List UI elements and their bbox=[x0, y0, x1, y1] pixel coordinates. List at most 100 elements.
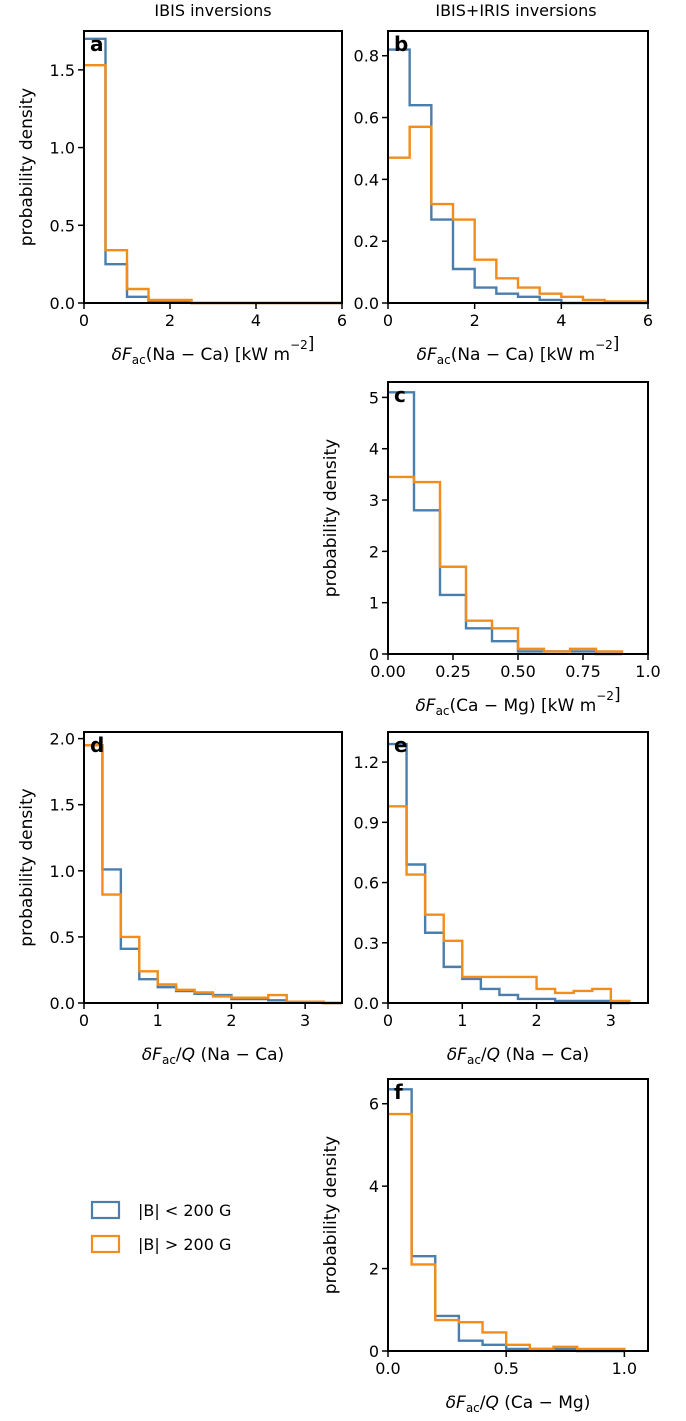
axes-frame-b bbox=[387, 30, 649, 304]
y-tick-label-d: 0.5 bbox=[50, 928, 75, 947]
y-tick-label-c: 5 bbox=[369, 388, 379, 407]
y-tick-label-c: 4 bbox=[369, 440, 379, 459]
column-title-ibis: IBIS inversions bbox=[154, 1, 271, 20]
x-tick-label-b: 2 bbox=[470, 311, 480, 330]
y-tick-label-e: 0.0 bbox=[354, 994, 379, 1013]
panel-e: 0 1 2 3 0.0 0.3 0.6 0.9 1.2 e δFac/Q (Na − Ca) bbox=[354, 731, 649, 1067]
panel-letter-c: c bbox=[394, 383, 406, 407]
panel-letter-b: b bbox=[394, 32, 408, 56]
x-tick-label-d: 3 bbox=[300, 1011, 310, 1030]
histogram-low-b bbox=[388, 48, 648, 305]
y-tick-label-b: 0.2 bbox=[354, 232, 379, 251]
axes-frame-c bbox=[387, 381, 649, 655]
x-axis-label-c: δFac(Ca − Mg) [kW m−2] bbox=[415, 685, 620, 718]
x-tick-label-a: 2 bbox=[165, 311, 175, 330]
y-tick-label-a: 0.5 bbox=[50, 216, 75, 235]
panels: 0 2 4 6 0.0 0.5 1.0 1.5 a δFac(Na − Ca) [kW m−2] p… bbox=[17, 30, 661, 1415]
panel-c: 0.00 0.25 0.50 0.75 1.0 0 1 2 3 4 5 c δFac(Ca − Mg) … bbox=[321, 381, 661, 718]
x-tick-label-e: 0 bbox=[383, 1011, 393, 1030]
panel-d: 0 1 2 3 0.0 0.5 1.0 1.5 2.0 d δFac/Q (Na − Ca) prob… bbox=[17, 730, 343, 1067]
x-tick-label-e: 3 bbox=[606, 1011, 616, 1030]
histogram-high-b bbox=[388, 125, 650, 303]
histogram-low-f bbox=[388, 1088, 625, 1353]
x-tick-label-c: 0.25 bbox=[435, 662, 471, 681]
panel-b: 0 2 4 6 0.0 0.2 0.4 0.6 0.8 b δFac(Na − Ca) [kW m−… bbox=[354, 30, 653, 367]
x-axis-label-d: δFac/Q (Na − Ca) bbox=[142, 1045, 284, 1067]
y-tick-label-c: 3 bbox=[369, 491, 379, 510]
panel-f: 0.0 0.5 1.0 0 2 4 6f δFac/Q (Ca − Mg) probabilit… bbox=[321, 1078, 649, 1415]
histogram-high-f bbox=[388, 1112, 626, 1351]
y-tick-label-e: 1.2 bbox=[354, 753, 379, 772]
y-tick-label-c: 0 bbox=[369, 645, 379, 664]
x-tick-label-c: 1.0 bbox=[635, 662, 660, 681]
y-tick-label-e: 0.6 bbox=[354, 874, 379, 893]
y-axis-label-f: probability density bbox=[321, 1136, 341, 1294]
panel-letter-a: a bbox=[90, 32, 104, 56]
panel-letter-f: f bbox=[394, 1080, 403, 1104]
x-tick-label-d: 2 bbox=[226, 1011, 236, 1030]
x-tick-label-b: 6 bbox=[643, 311, 653, 330]
x-tick-label-e: 2 bbox=[531, 1011, 541, 1030]
axes-frame-a bbox=[83, 30, 343, 304]
axes-frame-d bbox=[83, 731, 343, 1004]
histogram-high-d bbox=[84, 744, 342, 1005]
x-tick-label-a: 4 bbox=[251, 311, 261, 330]
y-tick-label-b: 0.4 bbox=[354, 170, 379, 189]
histogram-high-c bbox=[388, 475, 624, 654]
x-axis-label-f: δFac/Q (Ca − Mg) bbox=[446, 1393, 591, 1415]
y-tick-label-b: 0.6 bbox=[354, 109, 379, 128]
y-tick-label-b: 0.0 bbox=[354, 294, 379, 313]
x-tick-label-a: 0 bbox=[79, 311, 89, 330]
panel-a: 0 2 4 6 0.0 0.5 1.0 1.5 a δFac(Na − Ca) [kW m−2] p… bbox=[17, 30, 347, 367]
legend-label-low: |B| < 200 G bbox=[138, 1201, 231, 1220]
axes-frame-e bbox=[387, 731, 649, 1004]
y-tick-label-b: 0.8 bbox=[354, 47, 379, 66]
x-tick-label-c: 0.00 bbox=[370, 662, 406, 681]
y-tick-label-a: 1.0 bbox=[50, 139, 75, 158]
y-axis-label-a: probability density bbox=[17, 88, 37, 246]
histogram-high-e bbox=[388, 805, 631, 1003]
panel-letter-e: e bbox=[394, 733, 408, 757]
x-tick-label-f: 0.0 bbox=[375, 1359, 400, 1378]
x-tick-label-b: 4 bbox=[556, 311, 566, 330]
histogram-high-a bbox=[84, 63, 342, 305]
y-tick-label-f: 0 bbox=[369, 1342, 379, 1361]
x-tick-label-f: 0.5 bbox=[493, 1359, 518, 1378]
y-tick-label-d: 2.0 bbox=[50, 730, 75, 749]
y-tick-label-d: 1.0 bbox=[50, 862, 75, 881]
panel-letter-d: d bbox=[90, 733, 104, 757]
y-tick-label-e: 0.3 bbox=[354, 934, 379, 953]
x-tick-label-e: 1 bbox=[457, 1011, 467, 1030]
x-tick-label-a: 6 bbox=[337, 311, 347, 330]
y-tick-label-a: 1.5 bbox=[50, 61, 75, 80]
y-tick-label-e: 0.9 bbox=[354, 813, 379, 832]
legend-swatch-low bbox=[90, 1200, 121, 1220]
x-axis-label-a: δFac(Na − Ca) [kW m−2] bbox=[112, 334, 315, 367]
histogram-low-d bbox=[84, 744, 342, 1005]
x-axis-label-e: δFac/Q (Na − Ca) bbox=[447, 1045, 589, 1067]
y-axis-label-c: probability density bbox=[321, 439, 341, 597]
column-title-ibis-iris: IBIS+IRIS inversions bbox=[435, 1, 596, 20]
histogram-low-c bbox=[388, 391, 622, 656]
legend-label-high: |B| > 200 G bbox=[138, 1235, 231, 1254]
x-tick-label-c: 0.50 bbox=[500, 662, 536, 681]
y-tick-label-a: 0.0 bbox=[50, 294, 75, 313]
y-tick-label-f: 6 bbox=[369, 1095, 379, 1114]
y-axis-label-d: probability density bbox=[17, 788, 37, 946]
y-tick-label-d: 1.5 bbox=[50, 796, 75, 815]
y-tick-label-c: 2 bbox=[369, 542, 379, 561]
axes-frame-f bbox=[387, 1078, 649, 1352]
y-tick-label-f: 4 bbox=[369, 1177, 379, 1196]
y-tick-label-f: 2 bbox=[369, 1260, 379, 1279]
histogram-low-a bbox=[84, 37, 342, 305]
legend-swatch-high bbox=[90, 1234, 121, 1254]
x-tick-label-c: 0.75 bbox=[565, 662, 601, 681]
x-tick-label-f: 1.0 bbox=[612, 1359, 637, 1378]
x-tick-label-d: 0 bbox=[79, 1011, 89, 1030]
y-tick-label-c: 1 bbox=[369, 594, 379, 613]
x-tick-label-d: 1 bbox=[153, 1011, 163, 1030]
x-axis-label-b: δFac(Na − Ca) [kW m−2] bbox=[417, 334, 620, 367]
x-tick-label-b: 0 bbox=[383, 311, 393, 330]
legend: |B| < 200 G |B| > 200 G bbox=[90, 1200, 231, 1254]
